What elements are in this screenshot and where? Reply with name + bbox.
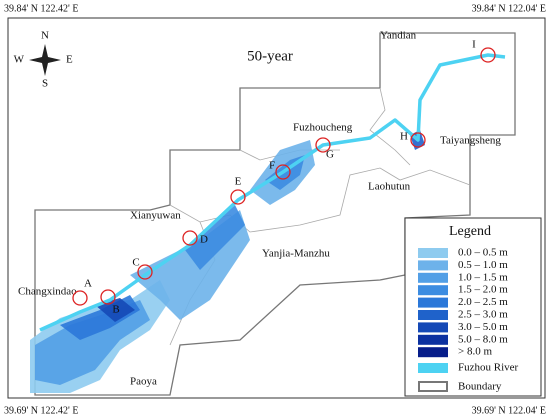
legend-swatch xyxy=(418,310,448,320)
legend-swatch xyxy=(418,334,448,345)
legend-label: 1.5 – 2.0 m xyxy=(458,284,508,296)
point-marker xyxy=(410,132,426,148)
labels: Yandian Taiyangsheng Fuzhoucheng Laohutun Xi… xyxy=(18,30,501,388)
point-label: C xyxy=(132,257,139,269)
compass-rose xyxy=(29,44,61,76)
boundary xyxy=(369,87,411,166)
point-label: A xyxy=(84,278,92,290)
legend-label: > 8.0 m xyxy=(458,346,492,358)
legend-title: Legend xyxy=(449,224,491,239)
legend-swatch xyxy=(418,297,448,308)
point-marker xyxy=(315,137,331,153)
compass: N S E W xyxy=(14,30,73,90)
place-name: Laohutun xyxy=(368,181,411,193)
legend-swatch xyxy=(418,381,448,392)
point-label: D xyxy=(200,234,208,246)
legend-swatch xyxy=(418,260,448,271)
legend-label: 3.0 – 5.0 m xyxy=(458,321,508,333)
legend-label: Fuzhou River xyxy=(458,362,519,374)
compass-w: W xyxy=(14,54,25,66)
river xyxy=(39,53,506,332)
point-marker xyxy=(72,290,88,306)
legend-label: 0.0 – 0.5 m xyxy=(458,247,508,259)
legend-label: 1.0 – 1.5 m xyxy=(458,271,508,283)
place-name: Yandian xyxy=(380,30,417,42)
flood-area xyxy=(30,130,425,393)
place-name: Yanjia-Manzhu xyxy=(262,248,330,260)
corner-coord: 39.69' N 122.42' E xyxy=(4,405,78,416)
flood-zone xyxy=(185,205,245,270)
place-name: Changxindao xyxy=(18,286,77,298)
legend-swatch xyxy=(418,322,448,333)
corner-coord: 39.84' N 122.04' E xyxy=(472,3,546,14)
legend-swatch xyxy=(418,272,448,283)
legend-label: 2.0 – 2.5 m xyxy=(458,296,508,308)
point-marker xyxy=(100,289,116,305)
place-name: Taiyangsheng xyxy=(440,135,501,147)
point-label: I xyxy=(472,39,476,51)
river-channel xyxy=(39,53,506,332)
map-title: 50-year xyxy=(247,48,293,64)
legend-label: Boundary xyxy=(458,381,502,393)
point-label: B xyxy=(112,304,119,316)
point-marker xyxy=(137,264,153,280)
point-label: E xyxy=(235,176,242,188)
corner-coord: 39.84' N 122.42' E xyxy=(4,3,78,14)
point-marker xyxy=(230,189,246,205)
legend-label: 0.5 – 1.0 m xyxy=(458,259,508,271)
legend-label: 2.5 – 3.0 m xyxy=(458,309,508,321)
point-label: H xyxy=(400,131,408,143)
legend-label: 5.0 – 8.0 m xyxy=(458,333,508,345)
legend-swatch xyxy=(418,285,448,296)
place-name: Paoya xyxy=(130,376,157,388)
legend-swatch xyxy=(418,347,448,358)
compass-s: S xyxy=(42,78,48,90)
point-marker xyxy=(275,164,291,180)
legend-swatch xyxy=(418,363,448,373)
point-marker xyxy=(480,47,496,63)
point-marker xyxy=(182,230,198,246)
compass-n: N xyxy=(41,30,49,42)
point-label: G xyxy=(326,149,334,161)
point-label: F xyxy=(269,160,275,172)
compass-e: E xyxy=(66,54,73,66)
legend-swatch xyxy=(418,248,448,258)
legend: Legend 0.0 – 0.5 m0.5 – 1.0 m1.0 – 1.5 m… xyxy=(404,217,542,397)
place-name: Xianyuwan xyxy=(130,210,181,222)
place-name: Fuzhoucheng xyxy=(293,122,353,134)
corner-coord: 39.69' N 122.04' E xyxy=(472,405,546,416)
boundary xyxy=(34,32,516,396)
